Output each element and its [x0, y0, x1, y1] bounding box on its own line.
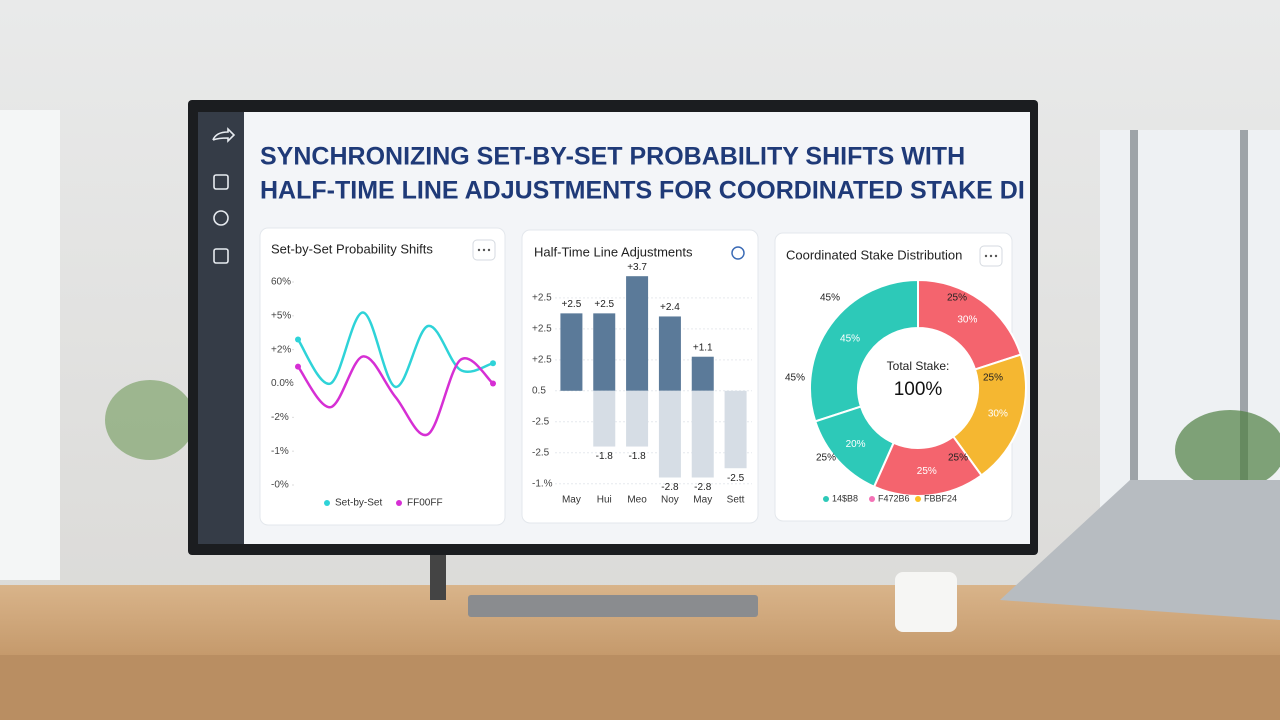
y-tick-label: -2%	[271, 412, 289, 423]
legend-label: Set-by-Set	[335, 498, 382, 509]
line-series	[296, 311, 494, 389]
bar	[626, 390, 649, 447]
y-tick-label: -1.%	[532, 478, 553, 489]
y-tick-label: -1%	[271, 446, 289, 457]
outer-label: 25%	[816, 453, 836, 464]
outer-label: 45%	[785, 373, 805, 384]
share-icon[interactable]	[212, 127, 236, 143]
value-label: +3.7	[627, 262, 647, 273]
x-tick-label: Hui	[597, 495, 612, 506]
x-tick-label: Meo	[627, 495, 647, 506]
line-end-dot	[295, 336, 301, 343]
center-value: 100%	[894, 379, 943, 400]
outer-label: 25%	[947, 293, 967, 304]
legend-label: FF00FF	[407, 498, 443, 509]
value-label: 45%	[840, 333, 860, 344]
dashboard-title: HALF-TIME LINE ADJUSTMENTS FOR COORDINAT…	[260, 177, 1025, 205]
laptop	[1000, 480, 1280, 620]
value-label: +2.5	[562, 299, 582, 310]
menu-dot	[477, 248, 481, 252]
value-label: 30%	[988, 409, 1008, 420]
value-label: +2.5	[594, 299, 614, 310]
menu-dot	[482, 248, 486, 252]
value-label: 25%	[917, 466, 937, 477]
history-icon[interactable]	[213, 210, 229, 226]
bar	[626, 276, 649, 391]
x-tick-label: May	[693, 495, 712, 506]
plant	[1175, 410, 1280, 490]
refresh-icon[interactable]	[731, 246, 745, 260]
x-tick-label: May	[562, 495, 581, 506]
y-tick-label: +2.5	[532, 323, 552, 334]
menu-dot	[989, 254, 993, 258]
line-series	[296, 355, 494, 437]
line-end-dot	[295, 363, 301, 370]
y-tick-label: +2.5	[532, 293, 552, 304]
y-tick-label: -2.5	[532, 447, 550, 458]
card-title: Half-Time Line Adjustments	[534, 244, 693, 259]
legend-swatch	[396, 500, 402, 506]
y-tick-label: +2%	[271, 344, 291, 355]
y-tick-label: +5%	[271, 310, 291, 321]
value-label: -2.5	[727, 473, 745, 484]
bar	[691, 356, 714, 391]
pie-segment	[809, 278, 919, 423]
menu-dot	[487, 248, 491, 252]
doc-icon[interactable]	[213, 248, 229, 264]
legend-swatch	[869, 496, 875, 502]
window	[0, 110, 60, 580]
value-label: -1.8	[628, 451, 646, 462]
bar	[658, 390, 681, 478]
card-title: Coordinated Stake Distribution	[786, 247, 962, 262]
y-tick-label: 60%	[271, 277, 291, 288]
legend-swatch	[915, 496, 921, 502]
pie-segment	[814, 405, 895, 488]
legend-label: 14$B8	[832, 493, 858, 503]
y-tick-label: 0.0%	[271, 378, 294, 389]
window-frame	[1240, 130, 1248, 550]
cup	[895, 572, 957, 632]
center-label: Total Stake:	[887, 359, 950, 373]
outer-label: 25%	[983, 373, 1003, 384]
bar	[593, 313, 616, 391]
y-tick-label: -2.5	[532, 416, 550, 427]
value-label: -2.8	[661, 482, 679, 493]
outer-label: 45%	[820, 293, 840, 304]
y-tick-label: +2.5	[532, 354, 552, 365]
window-frame	[1130, 130, 1138, 550]
y-tick-label: 0.5	[532, 385, 546, 396]
value-label: -1.8	[596, 451, 614, 462]
legend-label: FBBF24	[924, 493, 957, 503]
x-tick-label: Sett	[727, 495, 745, 506]
dashboard-title: SYNCHRONIZING SET-BY-SET PROBABILITY SHI…	[260, 143, 965, 171]
desk-front	[0, 655, 1280, 720]
plant	[105, 380, 195, 460]
value-label: 30%	[957, 315, 977, 326]
menu-dot	[984, 254, 988, 258]
copy-icon[interactable]	[213, 174, 229, 190]
legend-swatch	[823, 496, 829, 502]
outer-label: 25%	[948, 453, 968, 464]
value-label: +2.4	[660, 302, 680, 313]
value-label: -2.8	[694, 482, 712, 493]
value-label: +1.1	[693, 342, 713, 353]
menu-dot	[994, 254, 998, 258]
sidebar	[198, 112, 244, 544]
legend-label: F472B6	[878, 493, 910, 503]
bar	[560, 313, 583, 391]
line-end-dot	[490, 360, 496, 367]
bar	[658, 316, 681, 391]
line-end-dot	[490, 380, 496, 387]
y-tick-label: -0%	[271, 480, 289, 491]
legend-swatch	[324, 500, 330, 506]
bar	[593, 390, 616, 447]
bar	[724, 390, 747, 469]
card-title: Set-by-Set Probability Shifts	[271, 241, 433, 256]
value-label: 20%	[846, 439, 866, 450]
x-tick-label: Noy	[661, 495, 679, 506]
monitor-base	[468, 595, 758, 617]
bar	[691, 390, 714, 478]
